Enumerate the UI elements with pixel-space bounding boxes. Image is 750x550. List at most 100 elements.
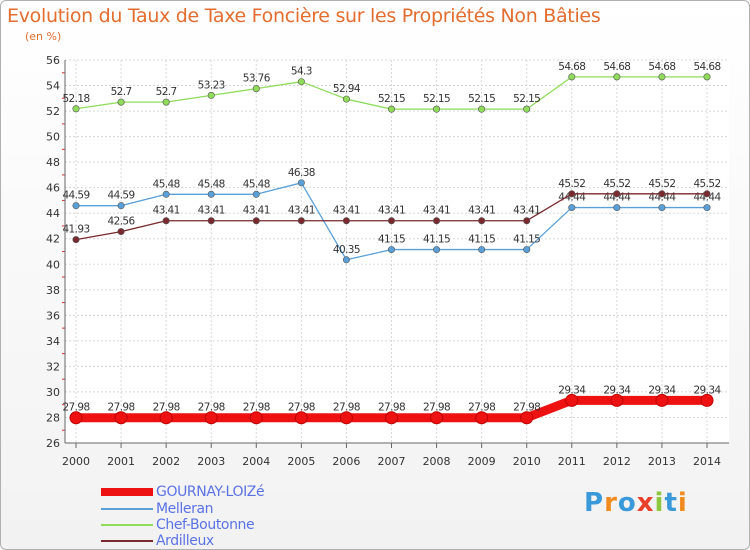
data-label: 45.48: [198, 178, 225, 190]
data-label: 27.98: [243, 402, 270, 414]
data-label: 42.56: [108, 216, 136, 228]
data-label: 52.7: [111, 86, 132, 98]
data-point: [72, 236, 80, 244]
data-label: 53.23: [198, 79, 225, 91]
data-label: 52.15: [513, 93, 540, 105]
data-label: 52.18: [62, 93, 89, 105]
plot-area: [65, 60, 729, 443]
data-point: [162, 190, 170, 198]
data-point: [568, 204, 576, 212]
data-point: [385, 411, 398, 425]
data-point: [117, 98, 125, 106]
data-point: [117, 202, 125, 210]
legend-swatch-chef-boutonne: [101, 524, 153, 526]
data-point: [387, 105, 395, 113]
data-point: [613, 204, 621, 212]
data-label: 45.52: [648, 178, 675, 190]
data-point: [297, 78, 305, 86]
x-tick-label: 2007: [378, 455, 406, 468]
y-tick-label: 30: [46, 386, 60, 399]
y-tick-label: 32: [46, 360, 60, 373]
data-label: 43.41: [513, 205, 540, 217]
data-label: 29.34: [603, 384, 631, 396]
data-label: 45.52: [603, 178, 630, 190]
data-label: 29.34: [648, 384, 676, 396]
data-point: [655, 393, 669, 407]
data-point: [613, 190, 621, 198]
data-label: 54.68: [693, 61, 720, 73]
data-label: 45.48: [153, 178, 180, 190]
y-tick-label: 38: [46, 284, 60, 297]
data-label: 41.15: [468, 234, 495, 246]
data-point: [252, 190, 260, 198]
data-point: [204, 411, 218, 425]
data-point: [342, 217, 350, 225]
data-point: [523, 246, 531, 254]
data-label: 27.98: [423, 402, 450, 414]
data-label: 41.93: [62, 224, 89, 236]
data-point: [342, 256, 350, 264]
data-label: 52.15: [378, 93, 405, 105]
x-tick-label: 2008: [423, 455, 451, 468]
data-label: 54.3: [291, 66, 312, 78]
data-point: [568, 190, 576, 198]
legend-label-gournay: GOURNAY-LOIZé: [156, 484, 265, 500]
data-point: [297, 217, 305, 225]
data-label: 54.68: [558, 61, 585, 73]
data-label: 41.15: [378, 234, 405, 246]
data-point: [387, 246, 395, 254]
brand-letter: i: [677, 488, 688, 518]
data-label: 44.59: [108, 190, 135, 202]
data-point: [475, 411, 489, 425]
chart-title: Evolution du Taux de Taxe Foncière sur l…: [7, 5, 601, 27]
data-point: [294, 411, 308, 425]
data-label: 43.41: [333, 205, 360, 217]
y-tick-label: 50: [46, 131, 60, 144]
data-label: 45.48: [243, 178, 270, 190]
legend-label-ardilleux: Ardilleux: [156, 533, 214, 549]
x-tick-label: 2012: [603, 455, 631, 468]
data-point: [339, 411, 353, 425]
data-point: [433, 246, 441, 254]
data-label: 27.98: [198, 402, 225, 414]
data-label: 43.41: [198, 205, 225, 217]
y-tick-label: 44: [46, 207, 60, 220]
brand-letter: t: [664, 488, 678, 518]
y-tick-label: 34: [46, 335, 60, 348]
legend-label-melleran: Melleran: [156, 501, 214, 517]
data-label: 27.98: [288, 402, 315, 414]
data-point: [478, 217, 486, 225]
data-point: [610, 393, 624, 407]
data-point: [568, 73, 576, 81]
brand-letter: o: [617, 488, 637, 518]
data-point: [159, 411, 173, 425]
data-point: [658, 190, 666, 198]
data-label: 44.44: [603, 192, 631, 204]
data-point: [72, 105, 80, 113]
y-tick-label: 54: [46, 80, 60, 93]
data-label: 43.41: [243, 205, 270, 217]
x-tick-label: 2006: [332, 455, 360, 468]
data-label: 52.94: [333, 83, 361, 95]
y-tick-label: 36: [46, 309, 60, 322]
y-tick-label: 26: [46, 437, 60, 450]
data-label: 52.15: [468, 93, 495, 105]
data-point: [297, 179, 305, 187]
data-label: 43.41: [153, 205, 180, 217]
x-tick-label: 2004: [242, 455, 270, 468]
data-label: 44.44: [648, 192, 676, 204]
data-label: 54.68: [603, 61, 630, 73]
data-point: [478, 105, 486, 113]
brand-letter: i: [654, 488, 665, 518]
data-label: 52.7: [156, 86, 177, 98]
data-label: 44.44: [693, 192, 721, 204]
y-tick-label: 40: [46, 258, 60, 271]
brand-letter: P: [584, 488, 605, 518]
data-label: 45.52: [693, 178, 720, 190]
legend-swatch-ardilleux: [101, 540, 153, 542]
data-point: [249, 411, 263, 425]
data-point: [520, 411, 534, 425]
data-point: [430, 411, 444, 425]
data-label: 54.68: [648, 61, 675, 73]
